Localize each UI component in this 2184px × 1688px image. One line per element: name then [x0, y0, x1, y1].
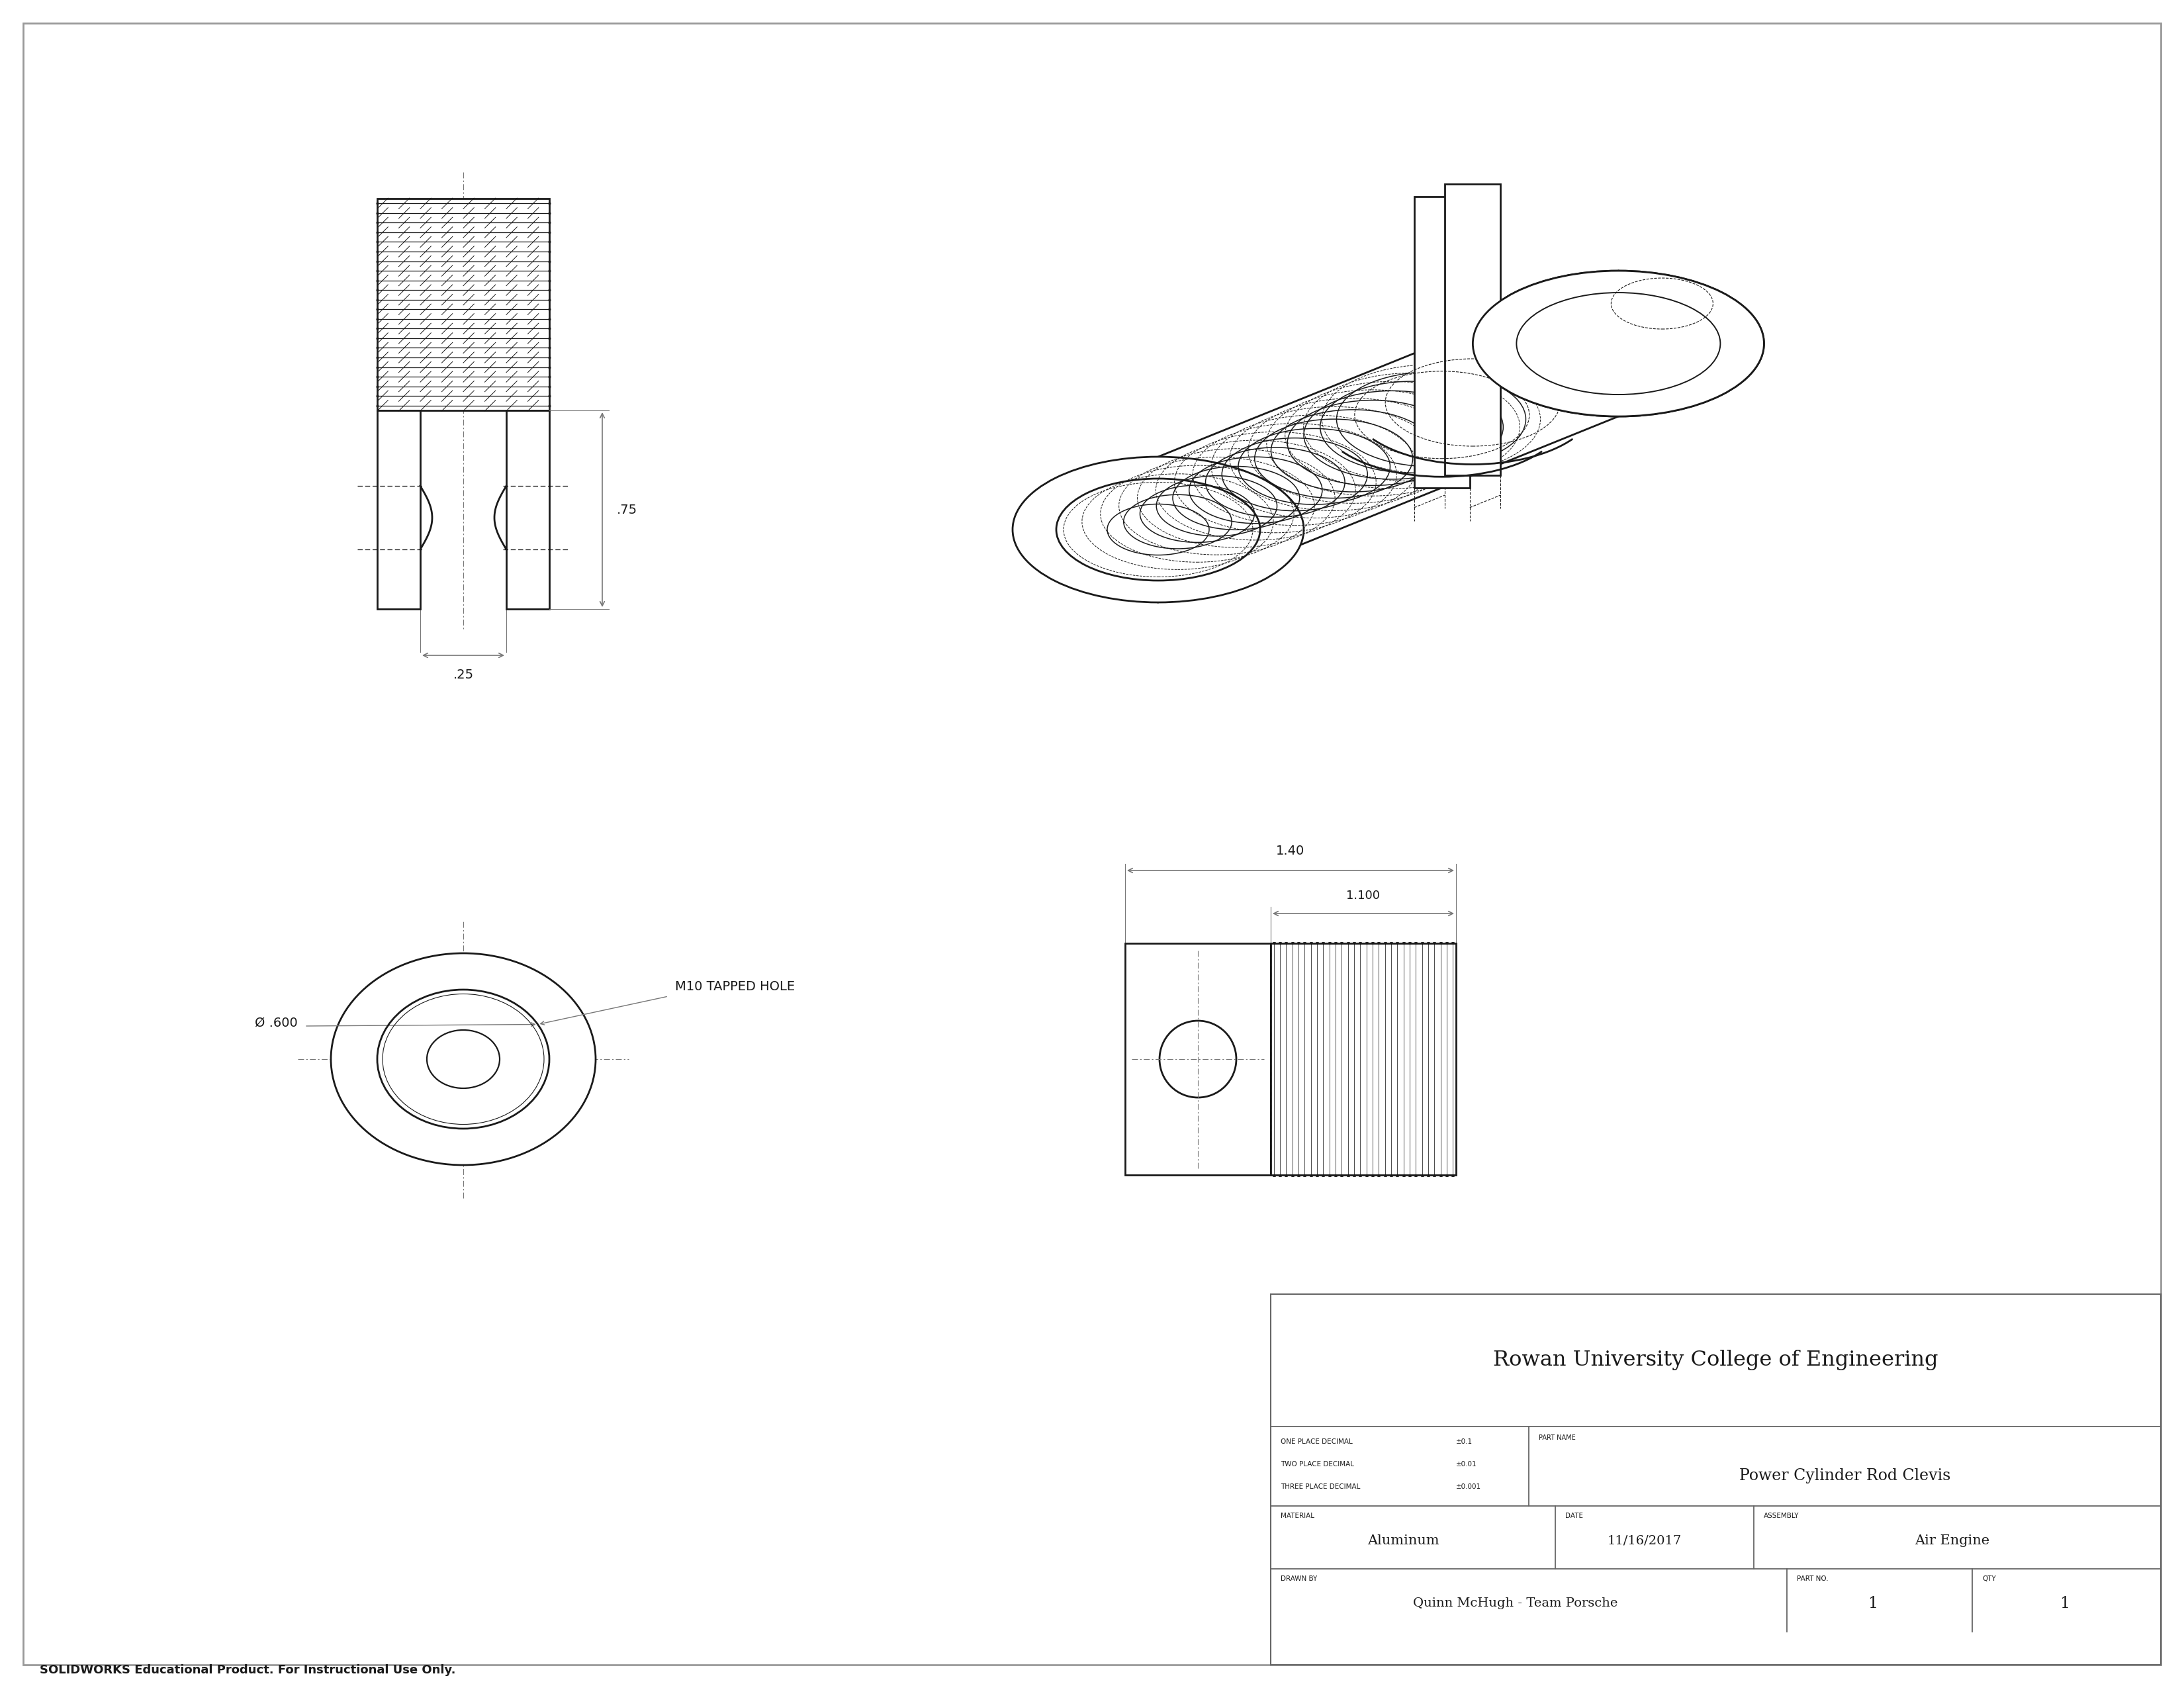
Bar — [1271, 944, 1457, 1175]
Text: ONE PLACE DECIMAL: ONE PLACE DECIMAL — [1280, 1438, 1352, 1445]
Text: DATE: DATE — [1566, 1512, 1583, 1519]
Text: Ø .600: Ø .600 — [256, 1016, 297, 1030]
Bar — [1271, 1295, 2160, 1664]
Text: DRAWN BY: DRAWN BY — [1280, 1575, 1317, 1582]
Polygon shape — [1158, 270, 1618, 603]
Text: ±0.1: ±0.1 — [1457, 1438, 1472, 1445]
Bar — [1125, 944, 1271, 1175]
Bar — [378, 410, 419, 609]
Polygon shape — [1415, 196, 1470, 488]
Text: Aluminum: Aluminum — [1367, 1534, 1439, 1546]
Text: 11/16/2017: 11/16/2017 — [1607, 1534, 1682, 1546]
Text: THREE PLACE DECIMAL: THREE PLACE DECIMAL — [1280, 1484, 1361, 1491]
Text: Air Engine: Air Engine — [1915, 1534, 1990, 1546]
Ellipse shape — [1013, 457, 1304, 603]
Ellipse shape — [1160, 1021, 1236, 1097]
Text: ±0.001: ±0.001 — [1457, 1484, 1481, 1491]
Text: PART NAME: PART NAME — [1540, 1435, 1575, 1442]
Ellipse shape — [426, 1030, 500, 1089]
Text: 1: 1 — [2060, 1595, 2070, 1610]
Text: ±0.01: ±0.01 — [1457, 1460, 1476, 1467]
Text: MATERIAL: MATERIAL — [1280, 1512, 1315, 1519]
Text: QTY: QTY — [1983, 1575, 1996, 1582]
Text: M10 TAPPED HOLE: M10 TAPPED HOLE — [675, 981, 795, 993]
Text: PART NO.: PART NO. — [1797, 1575, 1828, 1582]
Text: SOLIDWORKS Educational Product. For Instructional Use Only.: SOLIDWORKS Educational Product. For Inst… — [39, 1664, 456, 1676]
Bar — [507, 410, 550, 609]
Text: .75: .75 — [616, 503, 638, 517]
Text: Power Cylinder Rod Clevis: Power Cylinder Rod Clevis — [1738, 1469, 1950, 1484]
Ellipse shape — [332, 954, 596, 1165]
Text: TWO PLACE DECIMAL: TWO PLACE DECIMAL — [1280, 1460, 1354, 1467]
Text: 1.40: 1.40 — [1275, 844, 1304, 858]
Ellipse shape — [1472, 270, 1765, 417]
Text: 1: 1 — [1867, 1595, 1878, 1610]
Text: ASSEMBLY: ASSEMBLY — [1765, 1512, 1800, 1519]
Text: .25: .25 — [452, 668, 474, 682]
Text: Quinn McHugh - Team Porsche: Quinn McHugh - Team Porsche — [1413, 1597, 1618, 1609]
Bar — [378, 199, 550, 410]
Text: Rowan University College of Engineering: Rowan University College of Engineering — [1494, 1350, 1937, 1371]
Polygon shape — [1446, 184, 1500, 476]
Ellipse shape — [1472, 270, 1765, 417]
Text: 1.100: 1.100 — [1348, 890, 1380, 901]
